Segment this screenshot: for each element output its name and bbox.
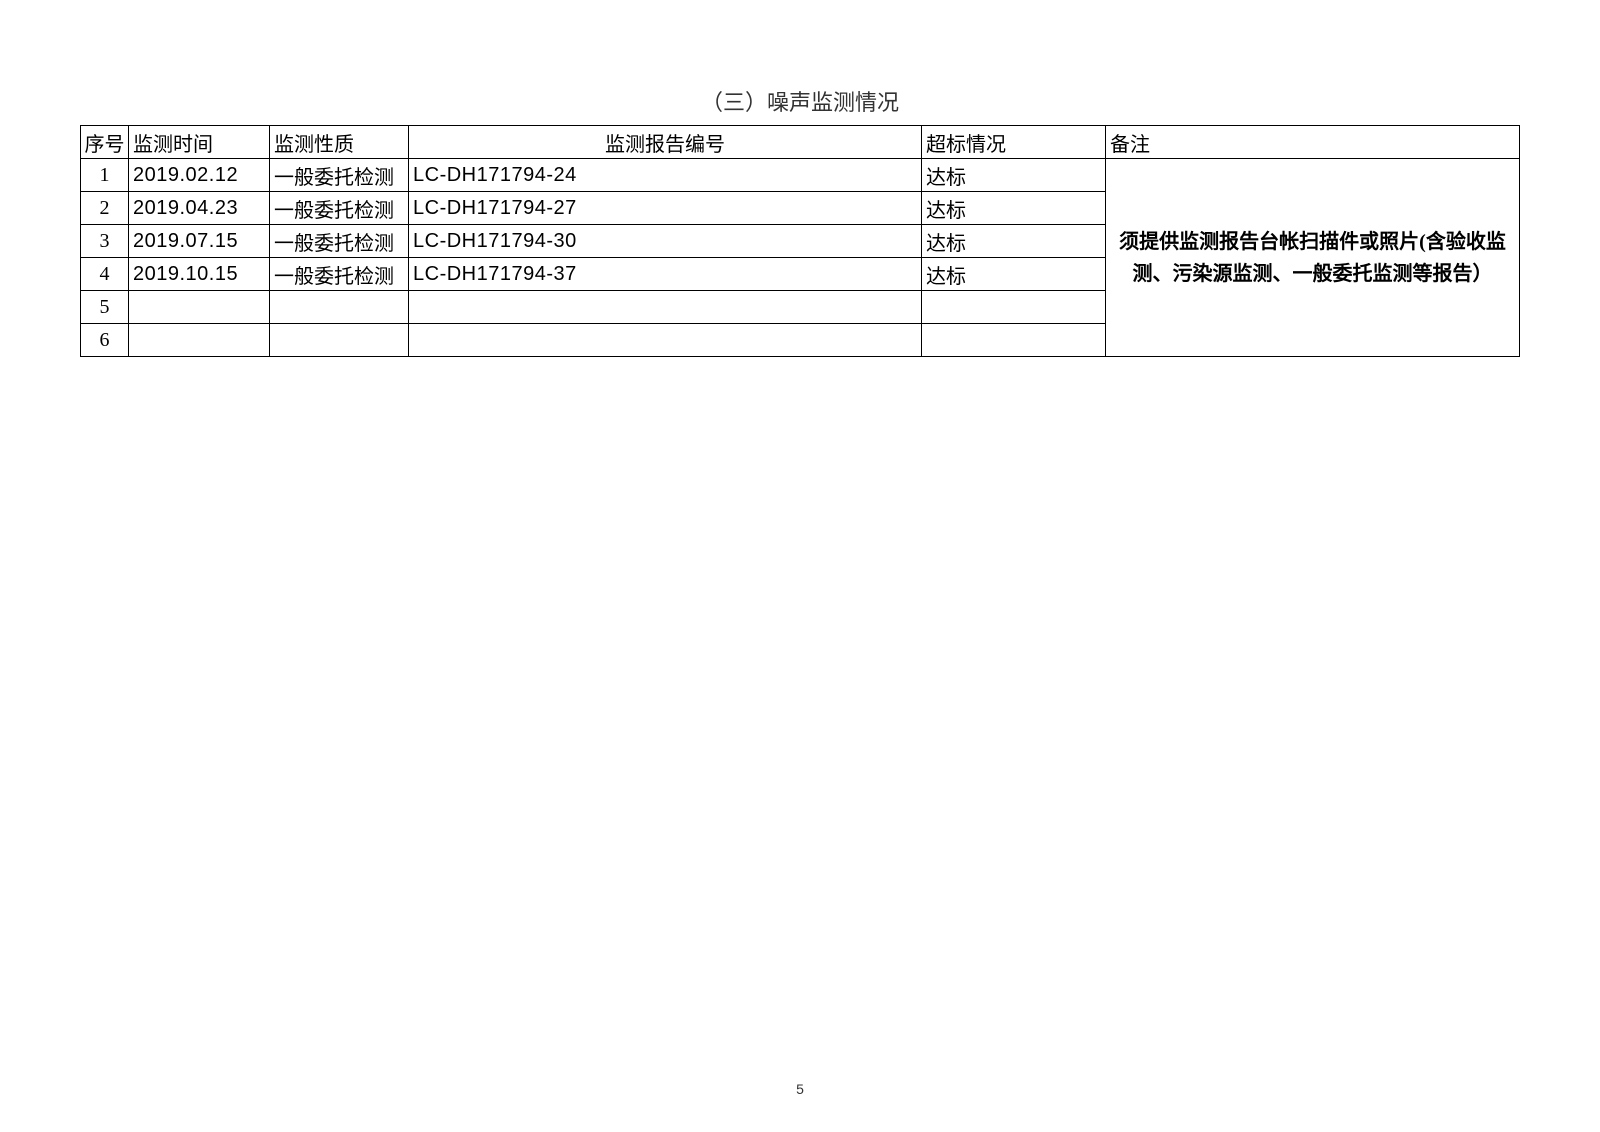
cell-report	[409, 324, 922, 357]
cell-seq: 1	[81, 159, 129, 192]
cell-status: 达标	[922, 159, 1106, 192]
table-row: 1 2019.02.12 一般委托检测 LC-DH171794-24 达标 须提…	[81, 159, 1520, 192]
header-time: 监测时间	[129, 126, 270, 159]
page-number: 5	[0, 1081, 1600, 1097]
cell-report: LC-DH171794-27	[409, 192, 922, 225]
cell-time: 2019.10.15	[129, 258, 270, 291]
cell-status: 达标	[922, 192, 1106, 225]
table-header-row: 序号 监测时间 监测性质 监测报告编号 超标情况 备注	[81, 126, 1520, 159]
monitoring-table: 序号 监测时间 监测性质 监测报告编号 超标情况 备注 1 2019.02.12…	[80, 125, 1520, 357]
section-title: （三）噪声监测情况	[80, 85, 1520, 117]
cell-status	[922, 324, 1106, 357]
cell-status	[922, 291, 1106, 324]
header-status: 超标情况	[922, 126, 1106, 159]
cell-report: LC-DH171794-24	[409, 159, 922, 192]
header-seq: 序号	[81, 126, 129, 159]
cell-type	[270, 291, 409, 324]
cell-time: 2019.04.23	[129, 192, 270, 225]
header-report: 监测报告编号	[409, 126, 922, 159]
cell-report: LC-DH171794-37	[409, 258, 922, 291]
cell-seq: 5	[81, 291, 129, 324]
cell-type: 一般委托检测	[270, 225, 409, 258]
cell-seq: 2	[81, 192, 129, 225]
cell-time	[129, 291, 270, 324]
cell-time: 2019.02.12	[129, 159, 270, 192]
cell-type	[270, 324, 409, 357]
cell-seq: 3	[81, 225, 129, 258]
cell-type: 一般委托检测	[270, 159, 409, 192]
cell-report: LC-DH171794-30	[409, 225, 922, 258]
cell-seq: 4	[81, 258, 129, 291]
header-type: 监测性质	[270, 126, 409, 159]
cell-status: 达标	[922, 258, 1106, 291]
cell-report	[409, 291, 922, 324]
cell-time	[129, 324, 270, 357]
cell-note: 须提供监测报告台帐扫描件或照片(含验收监测、污染源监测、一般委托监测等报告）	[1106, 159, 1520, 357]
cell-seq: 6	[81, 324, 129, 357]
cell-type: 一般委托检测	[270, 258, 409, 291]
header-note: 备注	[1106, 126, 1520, 159]
cell-time: 2019.07.15	[129, 225, 270, 258]
cell-status: 达标	[922, 225, 1106, 258]
cell-type: 一般委托检测	[270, 192, 409, 225]
